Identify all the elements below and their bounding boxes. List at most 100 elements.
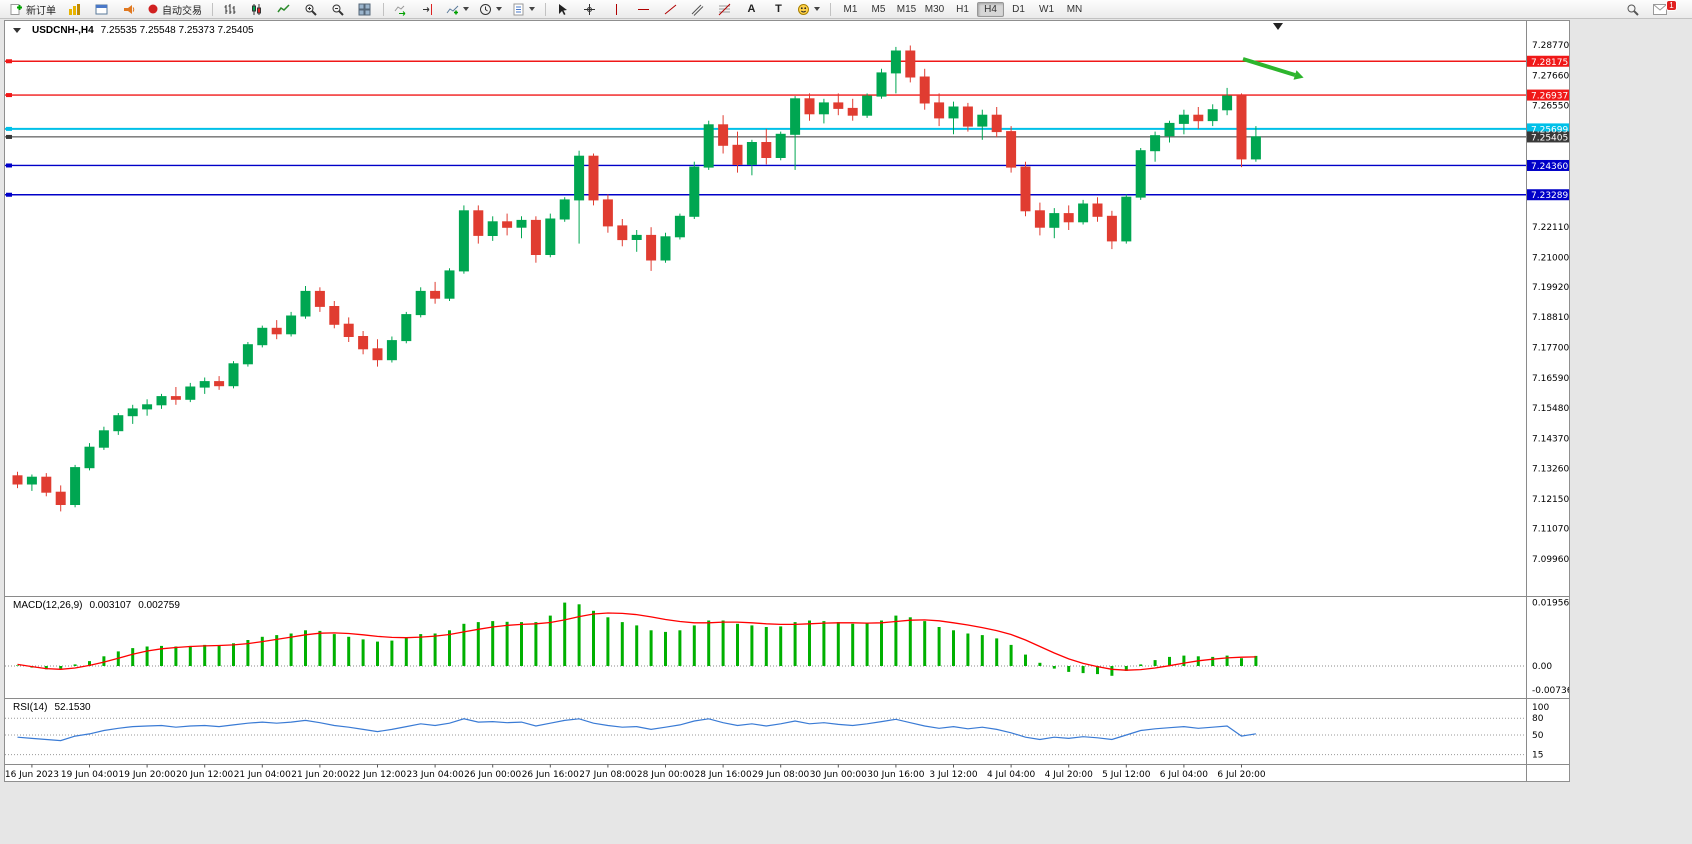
tab-timeframe-m1[interactable]: M1 — [843, 3, 858, 15]
chart-title: USDCNH-,H4 7.25535 7.25548 7.25373 7.254… — [13, 25, 254, 36]
profiles-button[interactable] — [89, 1, 114, 18]
zoom-in-button[interactable] — [298, 1, 323, 18]
crosshair-icon — [584, 3, 595, 15]
candles — [12, 45, 1261, 512]
periods-button[interactable] — [475, 1, 506, 18]
rsi-pane — [5, 717, 1526, 756]
svg-text:3 Jul 12:00: 3 Jul 12:00 — [929, 770, 978, 780]
line-chart-button[interactable] — [271, 1, 296, 18]
clock-icon — [480, 3, 491, 15]
new-order-button[interactable]: 新订单 — [6, 1, 60, 18]
svg-text:27 Jun 08:00: 27 Jun 08:00 — [579, 770, 636, 780]
zoom-out-button[interactable] — [325, 1, 350, 18]
svg-text:80: 80 — [1532, 714, 1544, 724]
cursor-tool-button[interactable] — [550, 1, 575, 18]
svg-text:7.18810: 7.18810 — [1532, 313, 1569, 323]
new-chart-button[interactable] — [62, 1, 87, 18]
svg-text:20 Jun 12:00: 20 Jun 12:00 — [176, 770, 233, 780]
price-chart-canvas[interactable]: 7.28770 7.27660 7.26550 7.22110 7.21000 7.199… — [5, 21, 1569, 781]
tab-timeframe-d1[interactable]: D1 — [1012, 3, 1025, 15]
auto-scroll-button[interactable] — [388, 1, 413, 18]
macd-main-value: 0.003107 — [89, 600, 132, 611]
chart-window: 7.28770 7.27660 7.26550 7.22110 7.21000 7.199… — [4, 20, 1570, 782]
toolbar-separator — [383, 2, 384, 16]
fibonacci-icon — [718, 3, 731, 15]
templates-button[interactable] — [508, 1, 539, 18]
svg-text:22 Jun 12:00: 22 Jun 12:00 — [349, 770, 406, 780]
tile-windows-button[interactable] — [352, 1, 377, 18]
svg-text:7.17700: 7.17700 — [1532, 343, 1569, 353]
vertical-line-tool-button[interactable] — [604, 1, 629, 18]
trendline-icon — [664, 4, 677, 14]
macd-pane — [5, 602, 1526, 676]
svg-text:30 Jun 00:00: 30 Jun 00:00 — [810, 770, 867, 780]
macd-signal-value: 0.002759 — [138, 600, 180, 611]
svg-text:7.11070: 7.11070 — [1532, 525, 1569, 535]
equidistant-channel-icon — [691, 4, 704, 16]
shapes-tool-button[interactable] — [793, 1, 824, 18]
chart-shift-button[interactable] — [415, 1, 440, 18]
zoom-out-icon — [332, 4, 344, 16]
svg-text:7.23289: 7.23289 — [1531, 191, 1568, 201]
horizontal-line-tool-button[interactable] — [631, 1, 656, 18]
alerts-button[interactable] — [116, 1, 141, 18]
one-click-trading-toggle-icon[interactable] — [13, 28, 21, 33]
fibonacci-tool-button[interactable] — [712, 1, 737, 18]
autotrading-icon — [148, 4, 158, 14]
svg-text:4 Jul 04:00: 4 Jul 04:00 — [987, 770, 1036, 780]
rsi-indicator-title: RSI(14) 52.1530 — [13, 702, 91, 713]
svg-text:19 Jun 20:00: 19 Jun 20:00 — [119, 770, 176, 780]
label-tool-button[interactable]: T — [766, 1, 791, 18]
tab-timeframe-m15[interactable]: M15 — [896, 3, 917, 15]
svg-text:16 Jun 2023: 16 Jun 2023 — [5, 770, 59, 780]
svg-text:28 Jun 16:00: 28 Jun 16:00 — [695, 770, 752, 780]
bars-chart-button[interactable] — [217, 1, 242, 18]
autotrading-button[interactable]: 自动交易 — [143, 1, 206, 18]
svg-text:5 Jul 12:00: 5 Jul 12:00 — [1102, 770, 1151, 780]
text-tool-button[interactable]: A — [739, 1, 764, 18]
shift-marker-icon — [1273, 23, 1283, 30]
toolbar-separator — [545, 2, 546, 16]
macd-label: MACD(12,26,9) — [13, 600, 83, 611]
svg-text:19 Jun 04:00: 19 Jun 04:00 — [61, 770, 118, 780]
search-button[interactable] — [1620, 1, 1645, 18]
tab-timeframe-w1[interactable]: W1 — [1039, 3, 1054, 15]
timeframe-toolbar: M1 M5 M15 M30 H1 H4 D1 W1 MN — [837, 1, 1089, 17]
svg-text:7.13260: 7.13260 — [1532, 465, 1569, 475]
template-icon — [513, 3, 524, 15]
tab-timeframe-m5[interactable]: M5 — [871, 3, 886, 15]
cursor-arrow-icon — [559, 3, 567, 15]
ohlc-bars-icon — [224, 3, 236, 14]
svg-text:7.14370: 7.14370 — [1532, 434, 1569, 444]
svg-text:4 Jul 20:00: 4 Jul 20:00 — [1045, 770, 1094, 780]
rsi-value: 52.1530 — [54, 702, 91, 713]
svg-text:28 Jun 00:00: 28 Jun 00:00 — [637, 770, 694, 780]
svg-text:6 Jul 20:00: 6 Jul 20:00 — [1217, 770, 1266, 780]
svg-text:7.22110: 7.22110 — [1532, 223, 1569, 233]
notifications-button[interactable]: 1 — [1647, 0, 1677, 18]
horizontal-lines — [5, 59, 1526, 197]
mail-icon — [1652, 3, 1667, 15]
new-order-icon — [10, 3, 22, 15]
svg-text:23 Jun 04:00: 23 Jun 04:00 — [407, 770, 464, 780]
tab-timeframe-h1[interactable]: H1 — [956, 3, 969, 15]
candlestick-chart-button[interactable] — [244, 1, 269, 18]
svg-text:7.25699: 7.25699 — [1531, 125, 1568, 135]
indicators-button[interactable] — [442, 1, 473, 18]
trendline-tool-button[interactable] — [658, 1, 683, 18]
crosshair-tool-button[interactable] — [577, 1, 602, 18]
text-tool-icon: A — [747, 2, 756, 15]
symbol-period-label: USDCNH-,H4 — [32, 25, 94, 36]
toolbar-separator — [212, 2, 213, 16]
chevron-down-icon — [463, 7, 469, 11]
auto-scroll-icon — [394, 5, 406, 16]
channel-tool-button[interactable] — [685, 1, 710, 18]
tab-timeframe-h4[interactable]: H4 — [977, 1, 1004, 17]
chevron-down-icon — [814, 7, 820, 11]
svg-text:7.16590: 7.16590 — [1532, 374, 1569, 384]
rsi-label: RSI(14) — [13, 702, 48, 713]
toolbar-separator — [830, 2, 831, 16]
tab-timeframe-mn[interactable]: MN — [1066, 3, 1083, 15]
tab-timeframe-m30[interactable]: M30 — [924, 3, 945, 15]
autotrading-label: 自动交易 — [162, 5, 202, 17]
